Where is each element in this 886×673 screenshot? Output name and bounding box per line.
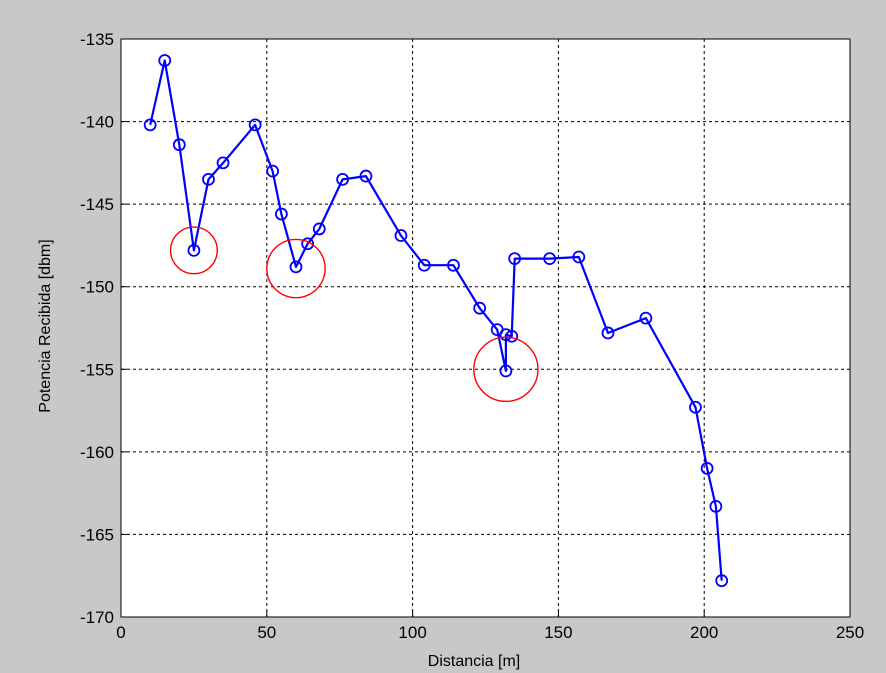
x-tick-label: 250: [836, 623, 864, 642]
data-point-marker: [301, 237, 315, 251]
data-point-marker: [447, 258, 460, 272]
data-point-marker: [499, 364, 513, 378]
data-point-marker: [505, 329, 519, 343]
data-point-marker: [274, 207, 288, 221]
data-point-marker: [572, 250, 586, 264]
x-axis-label: Distancia [m]: [428, 653, 520, 670]
y-tick-label: -145: [80, 195, 114, 214]
data-point-marker: [336, 172, 350, 186]
data-point-marker: [289, 260, 303, 274]
plot-area: [121, 39, 850, 617]
data-point-marker: [639, 311, 653, 325]
x-tick-label: 150: [544, 623, 572, 642]
data-point-marker: [312, 222, 326, 236]
grid-lines: [121, 39, 850, 617]
data-point-marker: [394, 229, 408, 242]
data-point-marker: [499, 328, 513, 342]
series-layer: [143, 54, 729, 588]
y-tick-label: -155: [80, 360, 114, 379]
axis-ticks: 0 50 100 150 200 250 -135 -140 -145 -150 -155 -160 -…: [80, 30, 864, 642]
data-point-marker: [143, 118, 157, 132]
y-tick-label: -135: [80, 30, 114, 49]
plot-frame: [120, 38, 851, 618]
data-point-marker: [248, 118, 262, 132]
data-point-marker: [216, 156, 230, 170]
series-line: [149, 59, 723, 581]
y-tick-label: -140: [80, 113, 114, 132]
data-point-marker: [187, 243, 201, 257]
annotation-layer: [169, 226, 539, 403]
x-tick-label: 100: [398, 623, 426, 642]
data-point-marker: [715, 574, 729, 588]
data-point-marker: [508, 252, 522, 266]
data-point-marker: [359, 169, 373, 183]
data-point-marker: [266, 164, 280, 178]
data-point-marker: [473, 301, 487, 315]
annotation-circle: [473, 336, 539, 403]
data-point-marker: [202, 172, 215, 186]
data-point-marker: [158, 54, 172, 67]
y-axis-label: Potencia Recibida [dbm]: [37, 239, 54, 412]
y-tick-label: -150: [80, 278, 114, 297]
data-point-marker: [700, 461, 714, 475]
x-tick-label: 50: [257, 623, 276, 642]
y-tick-label: -170: [80, 608, 114, 627]
y-tick-label: -165: [80, 525, 114, 544]
y-tick-label: -160: [80, 443, 114, 462]
data-point-marker: [689, 400, 702, 414]
data-point-marker: [417, 258, 431, 272]
x-tick-label: 0: [116, 623, 125, 642]
data-point-marker: [709, 499, 723, 513]
annotation-circle: [266, 238, 326, 299]
data-point-marker: [543, 252, 557, 266]
data-point-marker: [172, 138, 186, 152]
data-point-marker: [601, 326, 615, 340]
annotation-circle: [169, 226, 218, 275]
x-tick-label: 200: [690, 623, 718, 642]
